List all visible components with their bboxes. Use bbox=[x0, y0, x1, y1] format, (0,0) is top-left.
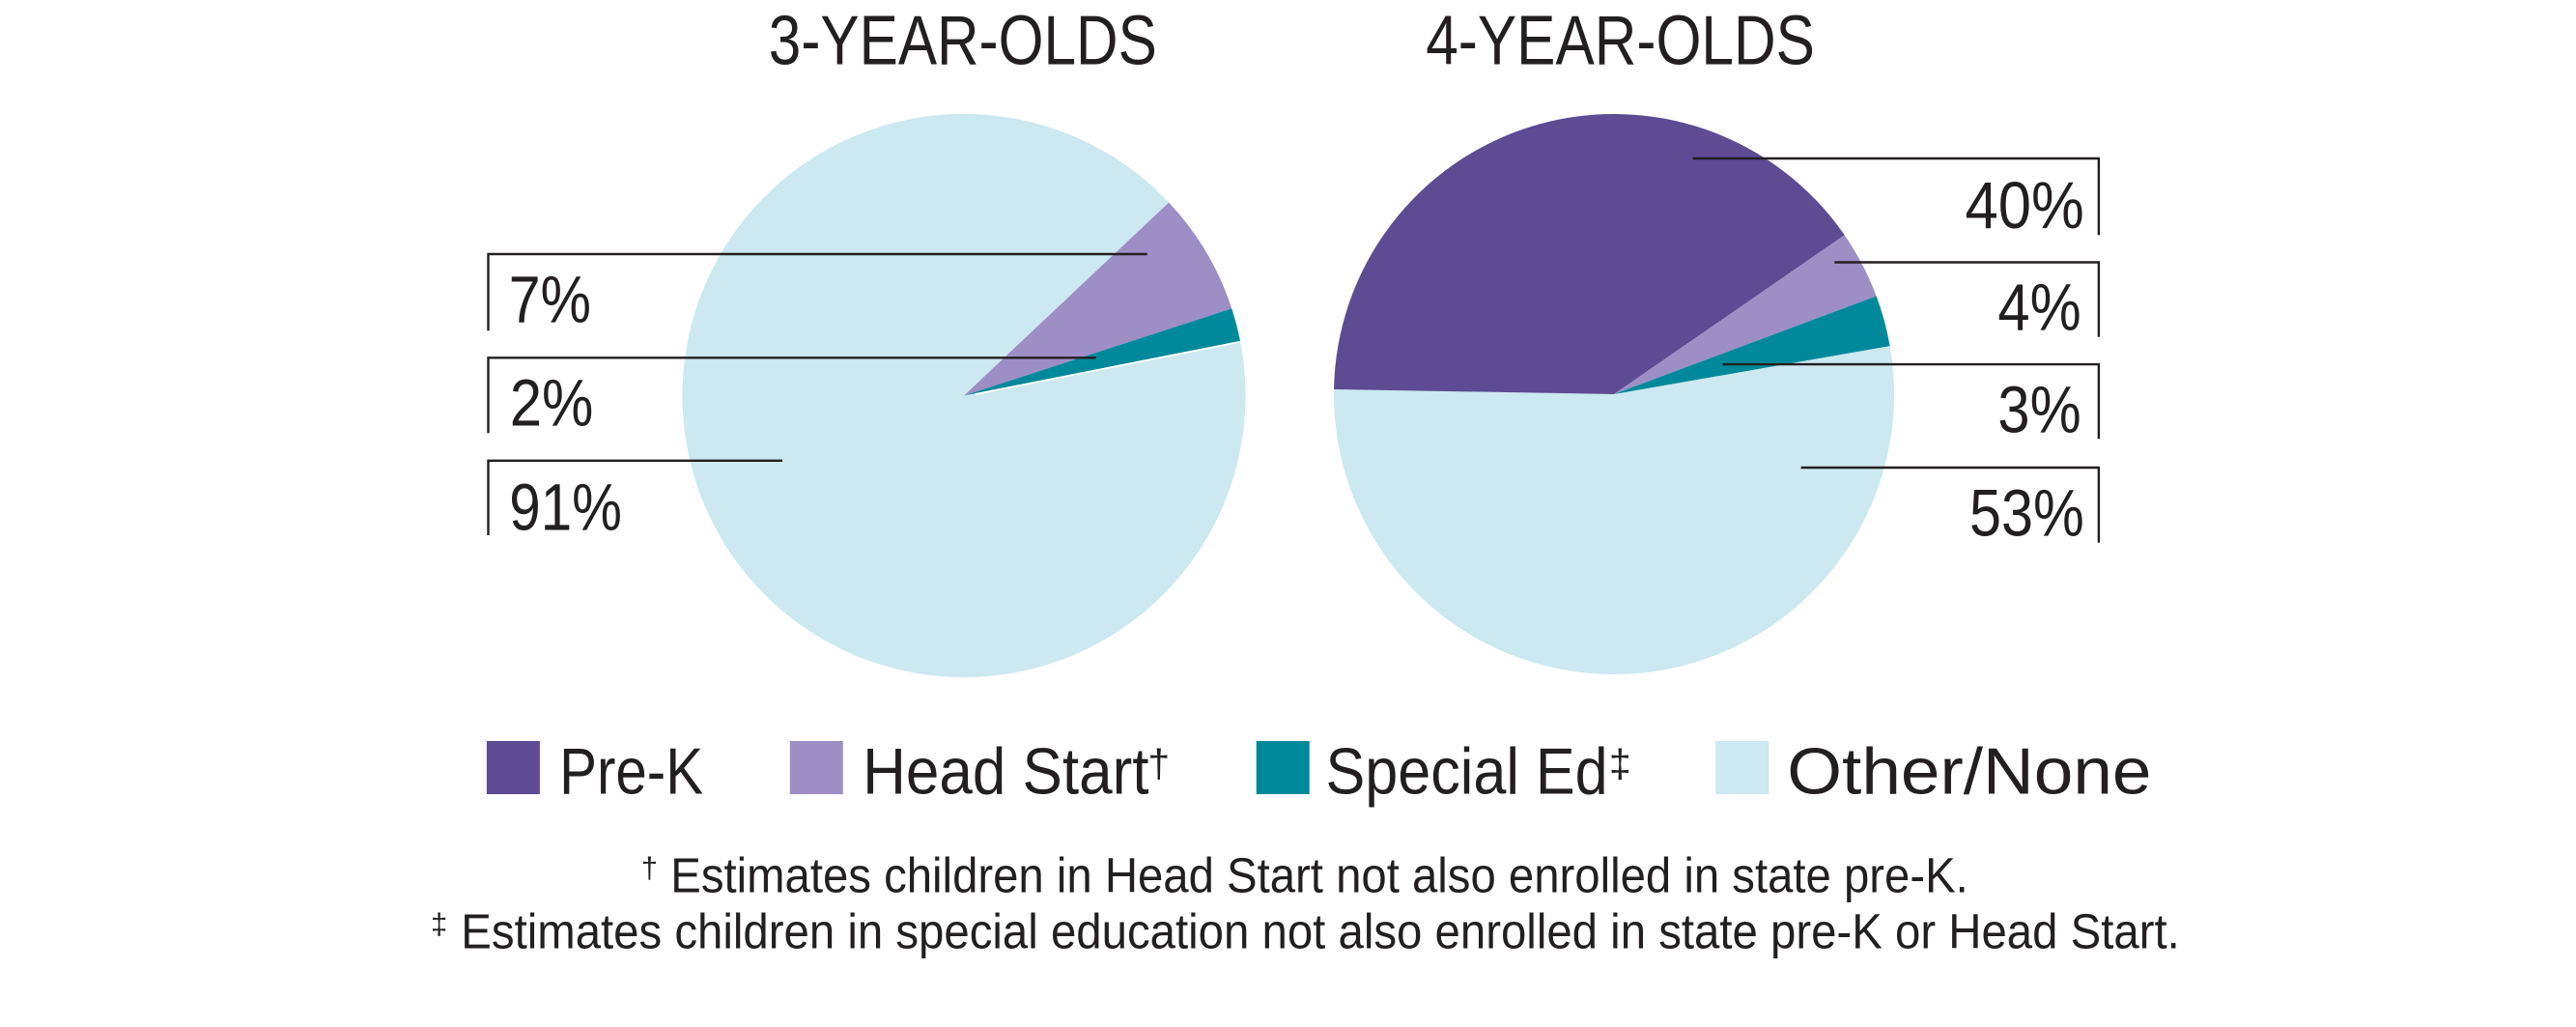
svg-text:Head Start: Head Start bbox=[863, 736, 1149, 809]
svg-text:Estimates children in Head Sta: Estimates children in Head Start not als… bbox=[670, 847, 1968, 902]
svg-text:Pre-K: Pre-K bbox=[559, 736, 703, 809]
svg-text:7%: 7% bbox=[509, 263, 591, 337]
svg-text:2%: 2% bbox=[510, 366, 594, 441]
svg-text:‡: ‡ bbox=[431, 906, 447, 940]
svg-text:3-YEAR-OLDS: 3-YEAR-OLDS bbox=[769, 1, 1157, 79]
svg-text:3%: 3% bbox=[1997, 373, 2081, 447]
svg-text:Estimates children in special: Estimates children in special education … bbox=[461, 904, 2180, 959]
svg-text:†: † bbox=[1147, 741, 1170, 785]
svg-text:‡: ‡ bbox=[1609, 741, 1631, 785]
svg-text:91%: 91% bbox=[509, 470, 622, 544]
svg-text:Special Ed: Special Ed bbox=[1326, 736, 1608, 809]
svg-text:Other/None: Other/None bbox=[1787, 736, 2151, 809]
svg-text:53%: 53% bbox=[1969, 476, 2084, 551]
svg-text:†: † bbox=[641, 851, 658, 885]
svg-text:40%: 40% bbox=[1966, 168, 2084, 242]
svg-text:4-YEAR-OLDS: 4-YEAR-OLDS bbox=[1426, 1, 1815, 79]
svg-text:4%: 4% bbox=[1997, 270, 2081, 344]
